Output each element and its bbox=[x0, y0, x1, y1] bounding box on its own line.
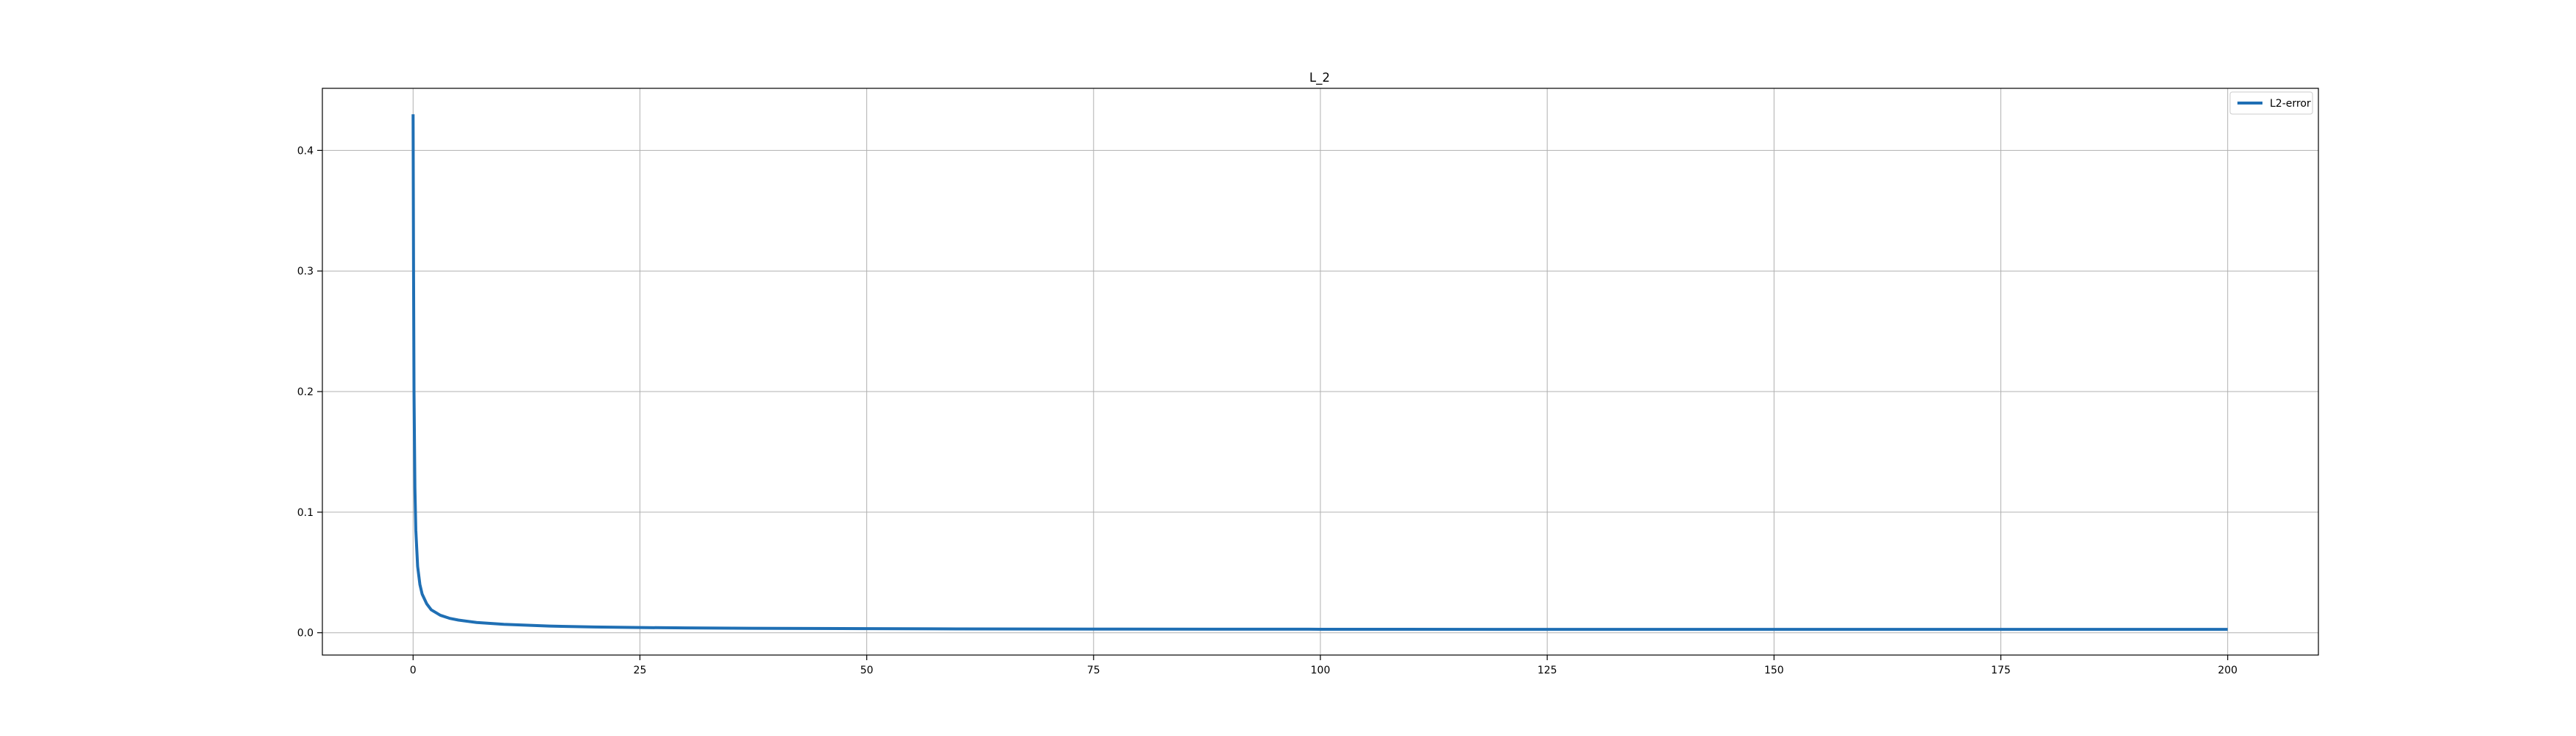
x-axis-ticks: 0 25 50 75 100 125 150 175 200 bbox=[410, 655, 2237, 676]
x-tick-label: 75 bbox=[1087, 665, 1100, 676]
grid-lines bbox=[322, 88, 2318, 655]
y-tick-label: 0.2 bbox=[297, 386, 314, 398]
chart-title: L_2 bbox=[1309, 71, 1330, 85]
y-tick-label: 0.0 bbox=[297, 628, 314, 640]
plot-area: 0 25 50 75 100 125 150 175 200 0.0 0.1 0.2 0.3 0.4 bbox=[297, 88, 2319, 676]
x-tick-label: 150 bbox=[1764, 665, 1784, 676]
x-tick-label: 100 bbox=[1311, 665, 1331, 676]
series-line-l2-error bbox=[411, 114, 2228, 631]
x-tick-label: 175 bbox=[1991, 665, 2011, 676]
series-lines bbox=[411, 114, 2228, 631]
y-tick-label: 0.4 bbox=[297, 145, 314, 157]
x-tick-label: 25 bbox=[634, 665, 647, 676]
y-tick-label: 0.3 bbox=[297, 266, 314, 277]
legend-box bbox=[2229, 91, 2313, 115]
x-tick-label: 50 bbox=[860, 665, 874, 676]
x-tick-label: 0 bbox=[410, 665, 417, 676]
x-tick-label: 200 bbox=[2218, 665, 2237, 676]
y-axis-ticks: 0.0 0.1 0.2 0.3 0.4 bbox=[297, 145, 322, 640]
y-tick-label: 0.1 bbox=[297, 507, 314, 519]
x-tick-label: 125 bbox=[1538, 665, 1557, 676]
legend: L2-error bbox=[2229, 91, 2313, 115]
legend-label: L2-error bbox=[2270, 98, 2311, 110]
